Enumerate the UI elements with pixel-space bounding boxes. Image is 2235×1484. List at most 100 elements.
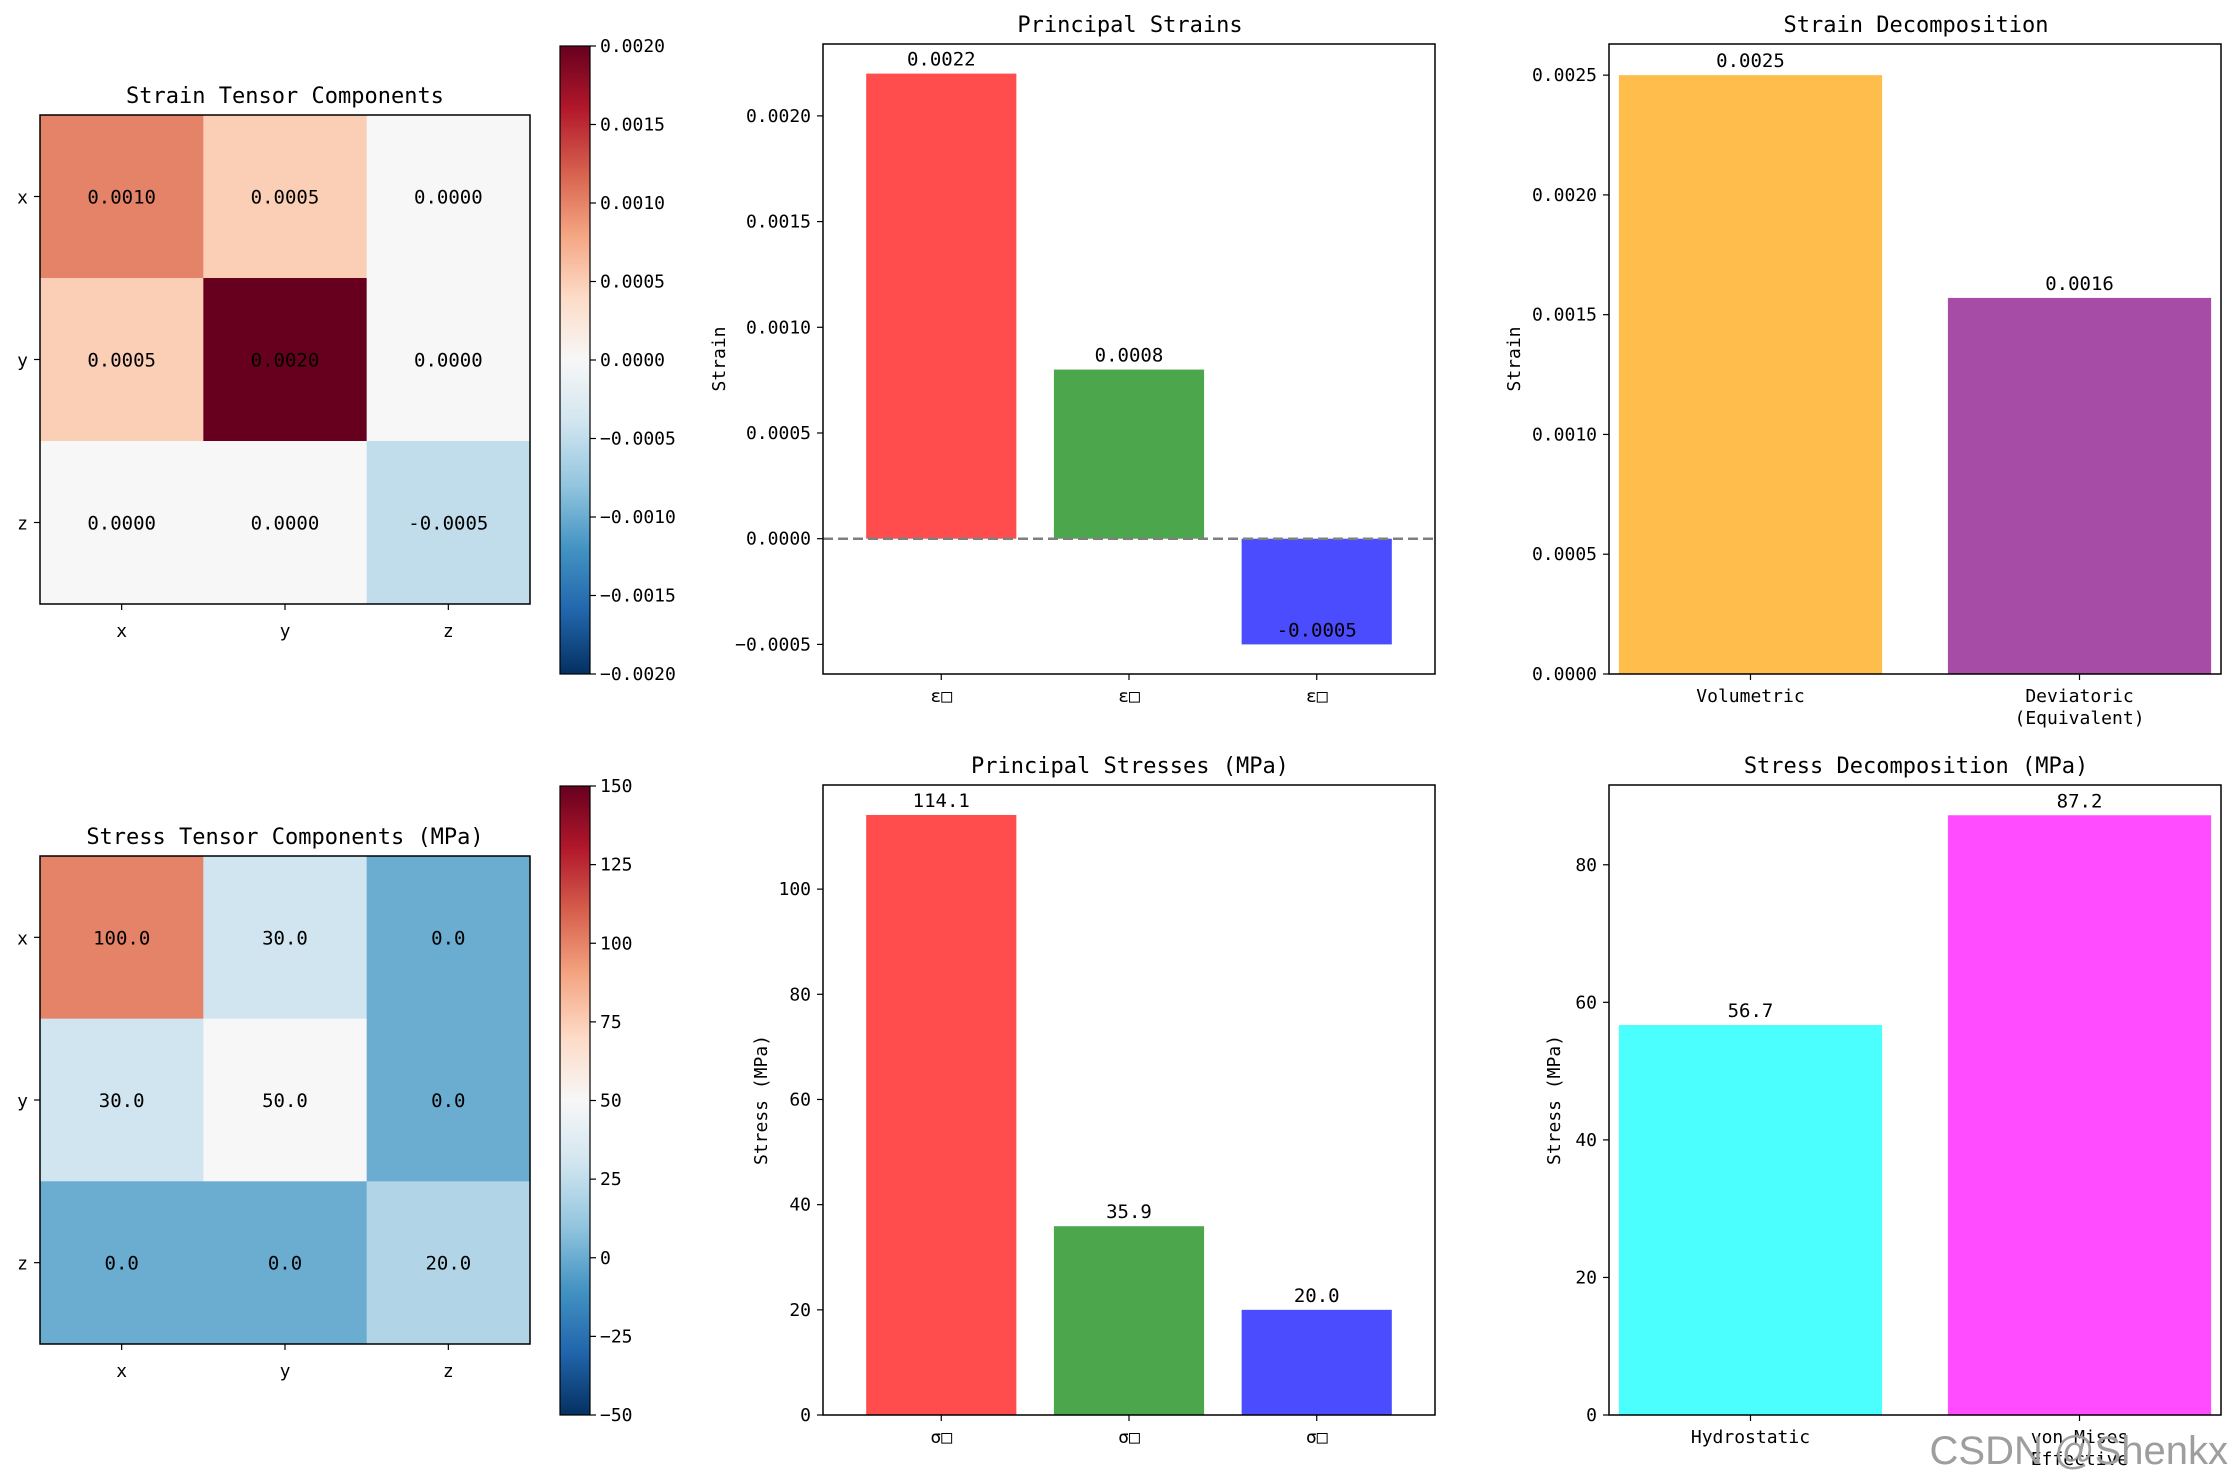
x-tick-label: ε□ <box>1306 686 1328 707</box>
x-tick-label: Hydrostatic <box>1691 1427 1810 1448</box>
y-tick-label: 0.0020 <box>1532 185 1597 206</box>
colorbar-tick-label: 0.0000 <box>600 350 665 371</box>
heatmap-cell-label: 0.0 <box>431 927 465 949</box>
heatmap-cell-label: 0.0010 <box>87 187 156 209</box>
heatmap-cell <box>203 856 368 1020</box>
bar-value-label: 0.0016 <box>2045 273 2114 295</box>
y-tick-label: 20 <box>1575 1267 1597 1288</box>
strain-colorbar <box>559 45 591 675</box>
principal-stresses-title: Principal Stresses (MPa) <box>971 754 1289 779</box>
stress-decomposition-frame <box>1608 784 2222 1416</box>
y-tick-label: 0.0015 <box>1532 305 1597 326</box>
heatmap-cell-label: 0.0 <box>268 1253 302 1275</box>
bar <box>1947 815 2212 1415</box>
stress-decomposition-panel: Stress Decomposition (MPa) 56.7 87.2 0 20 4… <box>1544 754 2222 1470</box>
x-tick-label: ε□ <box>1118 686 1140 707</box>
y-tick-label: 80 <box>1575 855 1597 876</box>
heatmap-cell <box>40 1181 204 1345</box>
colorbar-tick-label: 75 <box>600 1012 622 1033</box>
stress-colorbar <box>559 785 591 1416</box>
heatmap-cell-label: -0.0005 <box>408 513 488 535</box>
strain-decomposition-panel: Strain Decomposition 0.0025 0.0016 0.0000… <box>1504 13 2222 729</box>
x-tick-label: z <box>443 1361 454 1382</box>
heatmap-cell <box>203 115 368 279</box>
heatmap-cell-label: 0.0005 <box>251 187 320 209</box>
colorbar-tick-label: −0.0005 <box>600 429 676 450</box>
y-tick-label: y <box>17 1091 28 1112</box>
bar <box>1241 538 1392 645</box>
y-tick-label: 0 <box>800 1405 811 1426</box>
heatmap-cell-label: 30.0 <box>262 927 308 949</box>
y-tick-label: x <box>17 188 28 209</box>
strain-decomposition-ylabel: Strain <box>1504 326 1525 391</box>
heatmap-cell <box>366 278 531 442</box>
x-tick-label: Effective <box>2031 1449 2129 1470</box>
heatmap-cell <box>366 1181 531 1345</box>
heatmap-cell <box>203 278 368 442</box>
y-tick-label: 20 <box>789 1300 811 1321</box>
y-tick-label: z <box>17 1254 28 1275</box>
colorbar-tick-label: 125 <box>600 855 633 876</box>
strain-decomposition-frame <box>1608 43 2222 675</box>
y-tick-label: x <box>17 928 28 949</box>
y-tick-label: 0.0000 <box>1532 664 1597 685</box>
y-tick-label: 0.0025 <box>1532 65 1597 86</box>
x-tick-label: x <box>116 621 127 642</box>
y-tick-label: z <box>17 514 28 535</box>
watermark: CSDN @Shenkx <box>1930 1429 2228 1473</box>
heatmap-cell <box>366 441 531 605</box>
colorbar-tick-label: 150 <box>600 776 633 797</box>
y-tick-label: 100 <box>778 879 811 900</box>
colorbar-tick-label: −0.0015 <box>600 586 676 607</box>
principal-strains-panel: Principal Strains 0.0022 0.0008 -0.0005 −0… <box>709 13 1436 707</box>
bar <box>1618 1025 1883 1415</box>
bar <box>1618 75 1883 674</box>
colorbar-tick-label: 0.0015 <box>600 115 665 136</box>
strain-tensor-title: Strain Tensor Components <box>126 84 444 109</box>
colorbar-tick-label: −50 <box>600 1405 633 1426</box>
x-tick-label: von Mises <box>2031 1427 2129 1448</box>
heatmap-cell-label: 0.0000 <box>414 187 483 209</box>
colorbar-tick-label: 0.0010 <box>600 193 665 214</box>
colorbar-tick-label: −0.0010 <box>600 507 676 528</box>
y-tick-label: 0.0020 <box>746 106 811 127</box>
colorbar-tick-label: 100 <box>600 933 633 954</box>
stress-tensor-title: Stress Tensor Components (MPa) <box>86 825 483 850</box>
principal-strains-ylabel: Strain <box>709 326 730 391</box>
heatmap-cell-label: 0.0000 <box>87 513 156 535</box>
heatmap-cell <box>366 856 531 1020</box>
y-tick-label: 60 <box>789 1089 811 1110</box>
principal-stresses-ylabel: Stress (MPa) <box>751 1035 772 1165</box>
heatmap-cell-label: 50.0 <box>262 1090 308 1112</box>
strain-decomposition-title: Strain Decomposition <box>1784 13 2049 38</box>
y-tick-label: 0.0010 <box>1532 424 1597 445</box>
bar-value-label: -0.0005 <box>1277 619 1357 641</box>
heatmap-cell <box>203 1018 368 1182</box>
y-tick-label: 40 <box>1575 1130 1597 1151</box>
bar-value-label: 0.0025 <box>1716 50 1785 72</box>
bar-value-label: 87.2 <box>2057 790 2103 812</box>
heatmap-cell <box>40 1018 204 1182</box>
y-tick-label: 0.0005 <box>1532 544 1597 565</box>
heatmap-cell-label: 100.0 <box>93 927 150 949</box>
principal-strains-title: Principal Strains <box>1017 13 1242 38</box>
bar <box>1947 297 2212 674</box>
principal-stresses-panel: Principal Stresses (MPa) 114.1 35.9 20.0 0… <box>751 754 1436 1448</box>
bar-value-label: 56.7 <box>1728 1000 1774 1022</box>
x-tick-label: z <box>443 621 454 642</box>
heatmap-cell <box>203 1181 368 1345</box>
heatmap-cell-label: 20.0 <box>425 1253 471 1275</box>
bar <box>1053 369 1205 539</box>
heatmap-cell <box>40 441 204 605</box>
bar <box>1241 1309 1392 1415</box>
y-tick-label: y <box>17 351 28 372</box>
heatmap-cell-label: 0.0 <box>431 1090 465 1112</box>
x-tick-label: σ□ <box>1118 1427 1140 1448</box>
x-tick-label: σ□ <box>930 1427 952 1448</box>
heatmap-cell-label: 0.0000 <box>251 513 320 535</box>
heatmap-cell <box>366 115 531 279</box>
x-tick-label: (Equivalent) <box>2014 708 2144 729</box>
heatmap-cell <box>203 441 368 605</box>
heatmap-cell-label: 0.0020 <box>251 350 320 372</box>
